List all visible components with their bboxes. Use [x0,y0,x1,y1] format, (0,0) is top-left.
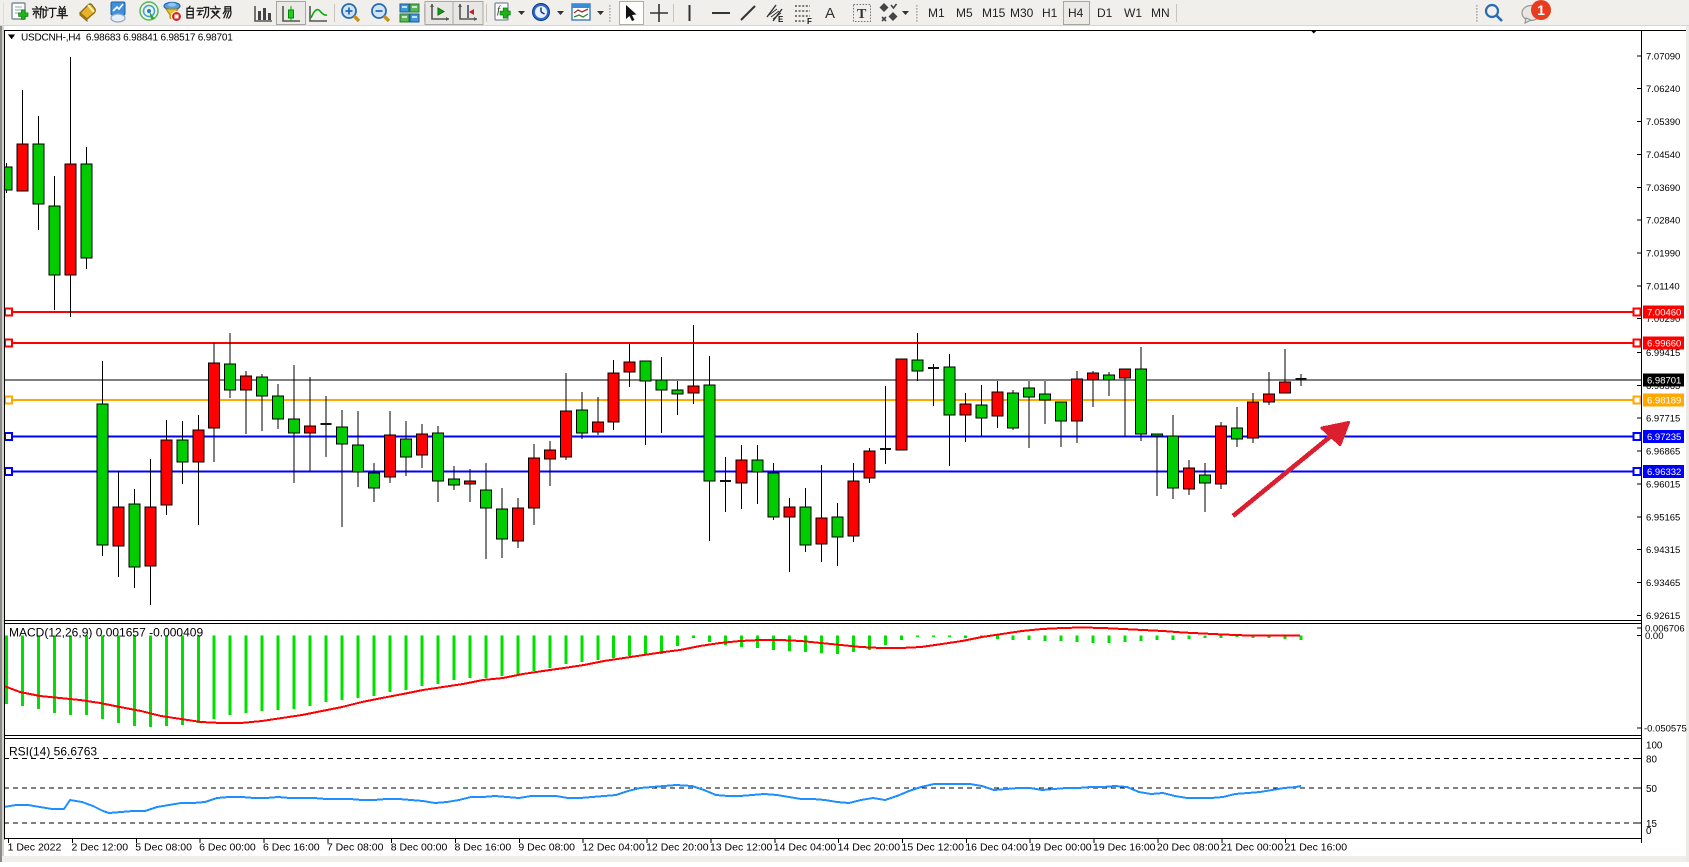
svg-text:15: 15 [1646,819,1657,830]
svg-text:D1: D1 [1097,6,1113,20]
svg-text:20 Dec 08:00: 20 Dec 08:00 [1157,842,1220,854]
svg-text:7.07090: 7.07090 [1646,51,1680,62]
svg-text:H1: H1 [1042,6,1058,20]
svg-text:7.03690: 7.03690 [1646,183,1680,194]
svg-text:50: 50 [1646,784,1657,795]
svg-text:6 Dec 16:00: 6 Dec 16:00 [263,842,320,854]
svg-text:2 Dec 12:00: 2 Dec 12:00 [71,842,128,854]
svg-text:5 Dec 08:00: 5 Dec 08:00 [135,842,192,854]
svg-text:80: 80 [1646,754,1657,765]
svg-text:7.01990: 7.01990 [1646,248,1680,259]
svg-text:6.99415: 6.99415 [1646,348,1680,359]
svg-text:6.95165: 6.95165 [1646,512,1680,523]
svg-text:USDCNH-,H4 6.98683 6.98841 6.: USDCNH-,H4 6.98683 6.98841 6.98517 6.987… [21,33,233,44]
svg-text:7.00290: 7.00290 [1646,314,1680,325]
svg-text:7.06240: 7.06240 [1646,84,1680,95]
svg-text:T: T [857,7,867,22]
svg-text:7.00460: 7.00460 [1647,308,1681,319]
svg-text:6.94315: 6.94315 [1646,545,1680,556]
svg-text:RSI(14) 56.6763: RSI(14) 56.6763 [9,745,97,759]
svg-text:6.93465: 6.93465 [1646,578,1680,589]
svg-text:7.05390: 7.05390 [1646,117,1680,128]
svg-text:-0.050575: -0.050575 [1644,724,1687,735]
svg-text:6.98189: 6.98189 [1647,395,1681,406]
svg-text:M1: M1 [928,6,945,20]
svg-text:E: E [778,15,784,24]
svg-text:16 Dec 04:00: 16 Dec 04:00 [965,842,1028,854]
svg-text:M30: M30 [1010,6,1034,20]
svg-text:W1: W1 [1124,6,1142,20]
svg-text:M15: M15 [982,6,1006,20]
svg-text:14 Dec 04:00: 14 Dec 04:00 [774,842,837,854]
svg-text:H4: H4 [1068,6,1084,20]
svg-text:6.97235: 6.97235 [1647,432,1681,443]
svg-text:0.00: 0.00 [1645,631,1664,642]
svg-text:21 Dec 16:00: 21 Dec 16:00 [1285,842,1348,854]
svg-text:6.96865: 6.96865 [1646,447,1680,458]
svg-text:12 Dec 04:00: 12 Dec 04:00 [582,842,645,854]
svg-text:7.04540: 7.04540 [1646,150,1680,161]
svg-text:A: A [825,5,835,22]
svg-text:F: F [807,17,812,26]
svg-text:1: 1 [1537,2,1545,18]
svg-text:7.02840: 7.02840 [1646,216,1680,227]
svg-text:7 Dec 08:00: 7 Dec 08:00 [327,842,384,854]
svg-text:13 Dec 12:00: 13 Dec 12:00 [710,842,773,854]
svg-text:6.99660: 6.99660 [1647,339,1681,350]
svg-text:8 Dec 00:00: 8 Dec 00:00 [391,842,448,854]
svg-text:9 Dec 08:00: 9 Dec 08:00 [518,842,575,854]
svg-text:0.006706: 0.006706 [1645,624,1685,635]
svg-text:12 Dec 20:00: 12 Dec 20:00 [646,842,709,854]
svg-text:0: 0 [1646,826,1652,837]
svg-text:8 Dec 16:00: 8 Dec 16:00 [455,842,512,854]
svg-text:MACD(12,26,9) 0.001657 -0.0004: MACD(12,26,9) 0.001657 -0.000409 [9,626,203,640]
svg-text:1 Dec 2022: 1 Dec 2022 [8,842,62,854]
svg-text:15 Dec 12:00: 15 Dec 12:00 [902,842,965,854]
svg-text:19 Dec 16:00: 19 Dec 16:00 [1093,842,1156,854]
svg-text:14 Dec 20:00: 14 Dec 20:00 [838,842,901,854]
svg-text:100: 100 [1646,741,1663,752]
svg-text:21 Dec 00:00: 21 Dec 00:00 [1221,842,1284,854]
svg-text:6.96332: 6.96332 [1647,467,1681,478]
svg-text:f: f [497,4,502,16]
svg-text:M5: M5 [956,6,973,20]
svg-text:7.01140: 7.01140 [1646,281,1680,292]
svg-text:6.97715: 6.97715 [1646,414,1680,425]
svg-text:19 Dec 00:00: 19 Dec 00:00 [1029,842,1092,854]
svg-text:MN: MN [1151,6,1170,20]
svg-text:6.96015: 6.96015 [1646,479,1680,490]
svg-text:6 Dec 00:00: 6 Dec 00:00 [199,842,256,854]
svg-text:6.92615: 6.92615 [1646,611,1680,622]
svg-text:6.98701: 6.98701 [1647,376,1681,387]
